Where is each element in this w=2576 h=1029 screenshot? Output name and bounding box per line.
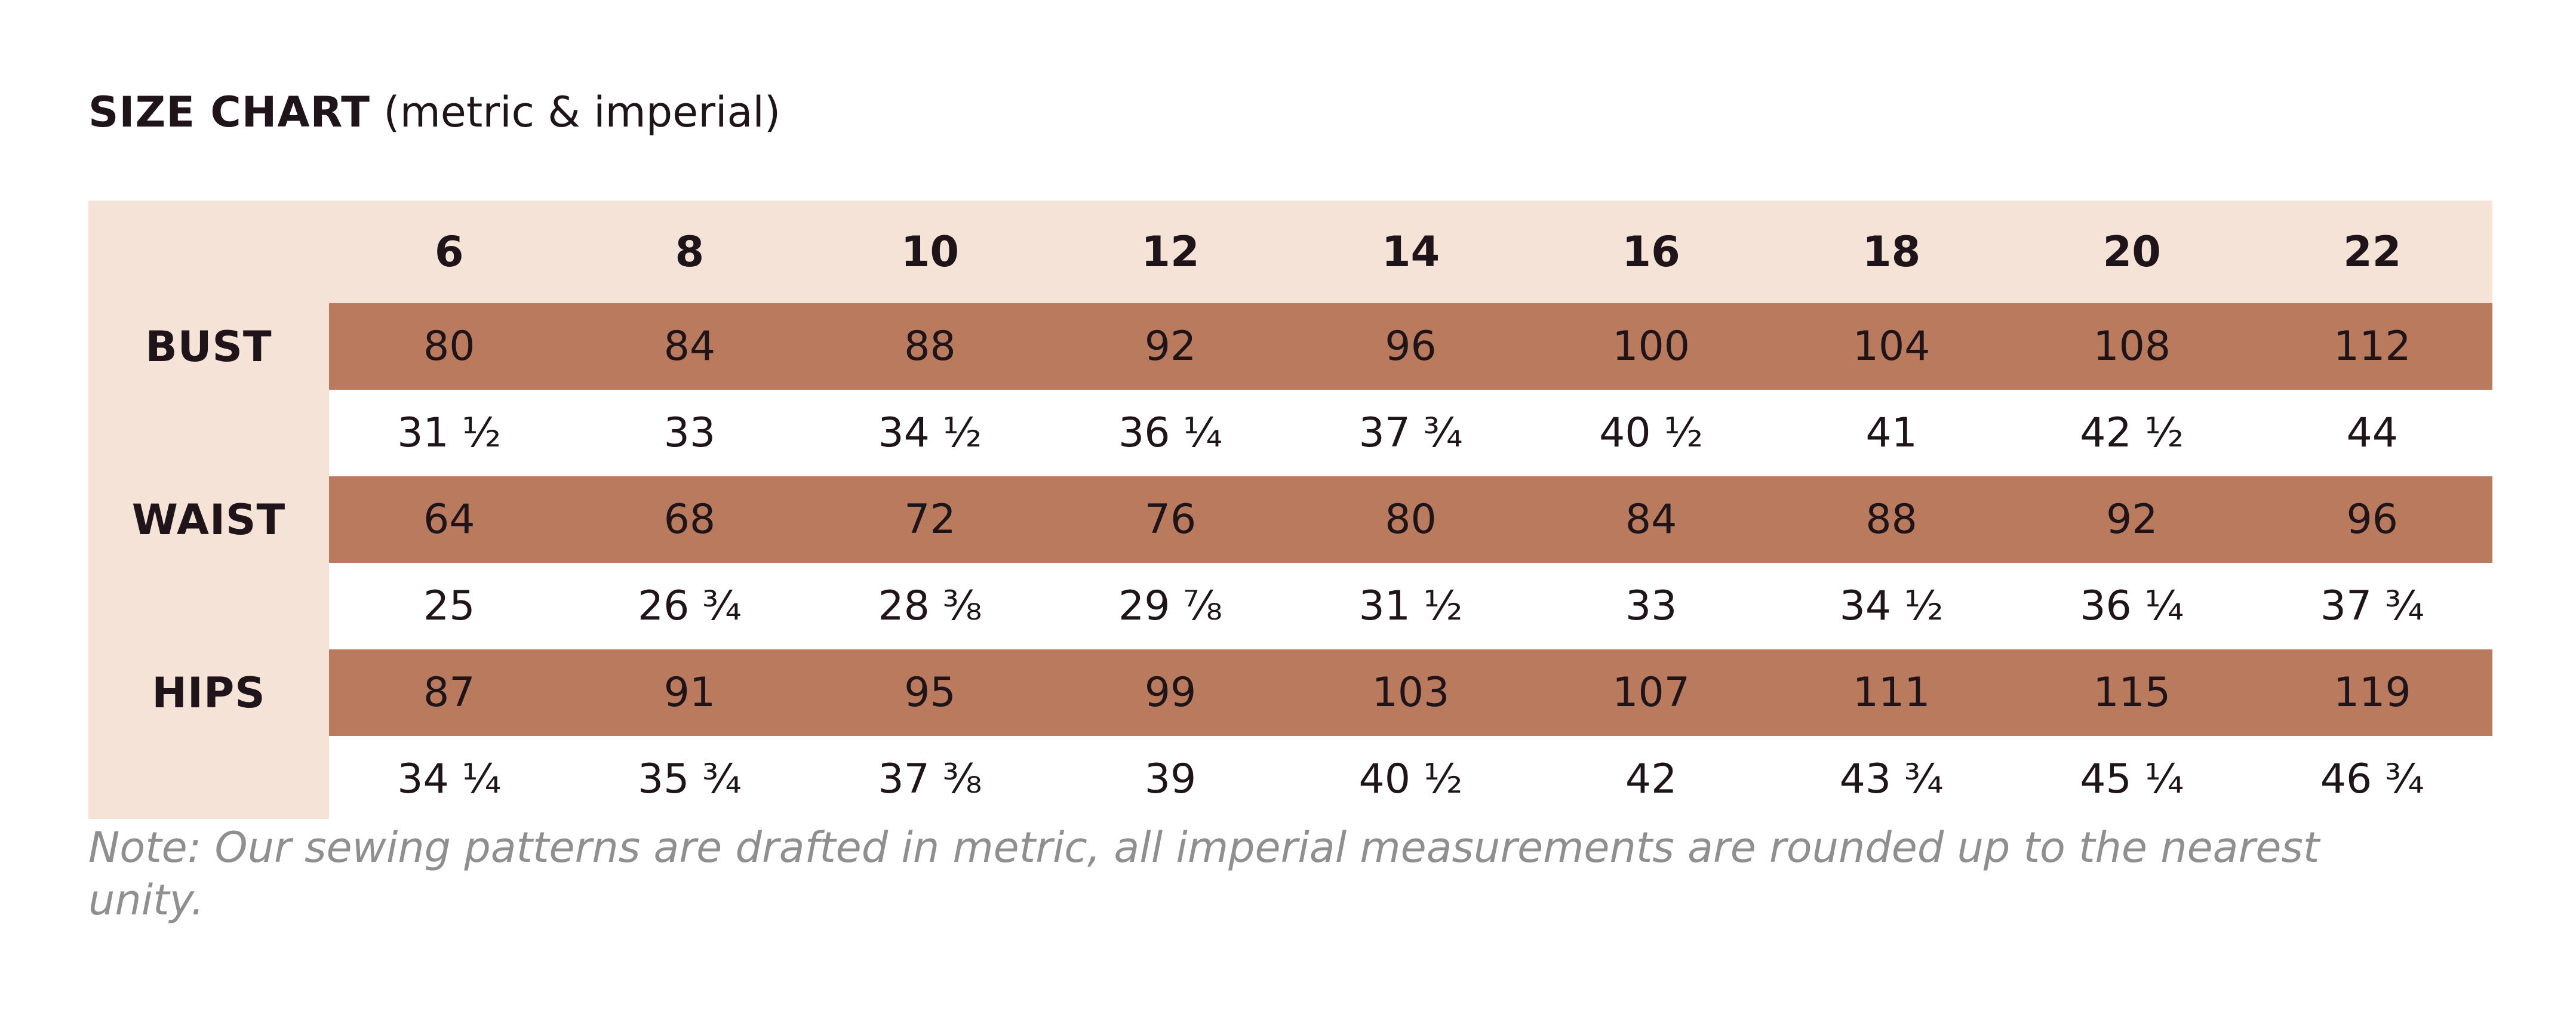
table-cell: 72 [904, 496, 956, 543]
table-cell: 76 [1144, 496, 1197, 543]
table-cell: 80 [423, 323, 475, 370]
table-cell: 87 [423, 669, 475, 716]
table-cell: 40 ½ [1599, 409, 1704, 457]
table-cell: 39 [1144, 756, 1197, 803]
table-cell: 112 [2333, 323, 2411, 370]
size-header-cell: 12 [1141, 227, 1200, 276]
table-cell: 26 ¾ [637, 583, 742, 630]
table-cell: 64 [423, 496, 475, 543]
table-cell: 35 ¾ [637, 756, 742, 803]
table-cell: 29 ⅞ [1118, 583, 1222, 630]
table-cell: 99 [1144, 669, 1197, 716]
table-cell: 107 [1612, 669, 1690, 716]
hips-row-label: HIPS [152, 668, 266, 717]
table-cell: 100 [1612, 323, 1690, 370]
table-cell: 33 [1625, 583, 1677, 630]
table-cell: 108 [2093, 323, 2171, 370]
table-cell: 68 [663, 496, 716, 543]
size-header-cell: 22 [2343, 227, 2402, 276]
table-cell: 103 [1372, 669, 1450, 716]
bust-row-label: BUST [145, 322, 272, 371]
table-cell: 31 ½ [1358, 583, 1463, 630]
table-cell: 28 ⅜ [878, 583, 982, 630]
table-cell: 46 ¾ [2320, 756, 2424, 803]
table-cell: 88 [1865, 496, 1917, 543]
size-header-row: 6 8 10 12 14 16 18 20 22 [329, 201, 2492, 303]
table-cell: 37 ¾ [1358, 409, 1463, 457]
table-cell: 111 [1852, 669, 1931, 716]
table-cell: 34 ½ [878, 409, 982, 457]
size-header-cell: 16 [1622, 227, 1680, 276]
table-cell: 25 [423, 583, 475, 630]
hips-metric-row: 87 91 95 99 103 107 111 115 119 [329, 649, 2492, 736]
table-cell: 42 [1625, 756, 1677, 803]
size-header-cell: 6 [434, 227, 464, 276]
table-cell: 41 [1865, 409, 1917, 457]
size-header-cell: 10 [900, 227, 960, 276]
table-cell: 37 ⅜ [878, 756, 982, 803]
table-cell: 96 [2346, 496, 2399, 543]
table-cell: 42 ½ [2080, 409, 2184, 457]
table-cell: 45 ¼ [2080, 756, 2184, 803]
bust-metric-row: 80 84 88 92 96 100 104 108 112 [329, 303, 2492, 390]
size-header-cell: 14 [1381, 227, 1440, 276]
waist-imperial-row: 25 26 ¾ 28 ⅜ 29 ⅞ 31 ½ 33 34 ½ 36 ¼ 37 ¾ [329, 563, 2492, 649]
size-header-cell: 20 [2102, 227, 2161, 276]
table-cell: 44 [2346, 409, 2399, 457]
table-cell: 115 [2093, 669, 2171, 716]
table-cell: 34 ¼ [397, 756, 502, 803]
bust-imperial-row: 31 ½ 33 34 ½ 36 ¼ 37 ¾ 40 ½ 41 42 ½ 44 [329, 390, 2492, 476]
table-cell: 119 [2333, 669, 2411, 716]
table-cell: 36 ¼ [1118, 409, 1222, 457]
size-header-cell: 8 [675, 227, 705, 276]
title-subtitle: (metric & imperial) [370, 88, 781, 137]
rounding-note: Note: Our sewing patterns are drafted in… [88, 823, 2320, 925]
table-cell: 84 [1625, 496, 1677, 543]
table-cell: 88 [904, 323, 956, 370]
table-cell: 96 [1385, 323, 1437, 370]
table-cell: 37 ¾ [2320, 583, 2424, 630]
size-chart-table: 6 8 10 12 14 16 18 20 22 BUST 80 84 88 9… [88, 201, 2492, 822]
table-cell: 34 ½ [1839, 583, 1944, 630]
hips-imperial-row: 34 ¼ 35 ¾ 37 ⅜ 39 40 ½ 42 43 ¾ 45 ¼ 46 ¾ [329, 736, 2492, 822]
table-cell: 92 [1144, 323, 1197, 370]
size-header-cell: 18 [1862, 227, 1921, 276]
table-cell: 91 [663, 669, 716, 716]
table-cell: 36 ¼ [2080, 583, 2184, 630]
table-cell: 40 ½ [1358, 756, 1463, 803]
row-label-column [88, 201, 329, 819]
waist-metric-row: 64 68 72 76 80 84 88 92 96 [329, 476, 2492, 563]
table-cell: 80 [1385, 496, 1437, 543]
table-cell: 92 [2105, 496, 2158, 543]
title-main: SIZE CHART [88, 88, 371, 137]
table-cell: 33 [663, 409, 716, 457]
table-cell: 31 ½ [397, 409, 502, 457]
table-cell: 104 [1852, 323, 1931, 370]
table-cell: 84 [663, 323, 716, 370]
header-band [88, 201, 2492, 303]
table-cell: 95 [904, 669, 956, 716]
waist-row-label: WAIST [131, 495, 286, 544]
table-cell: 43 ¾ [1839, 756, 1944, 803]
page-title: SIZE CHART (metric & imperial) [88, 82, 780, 142]
